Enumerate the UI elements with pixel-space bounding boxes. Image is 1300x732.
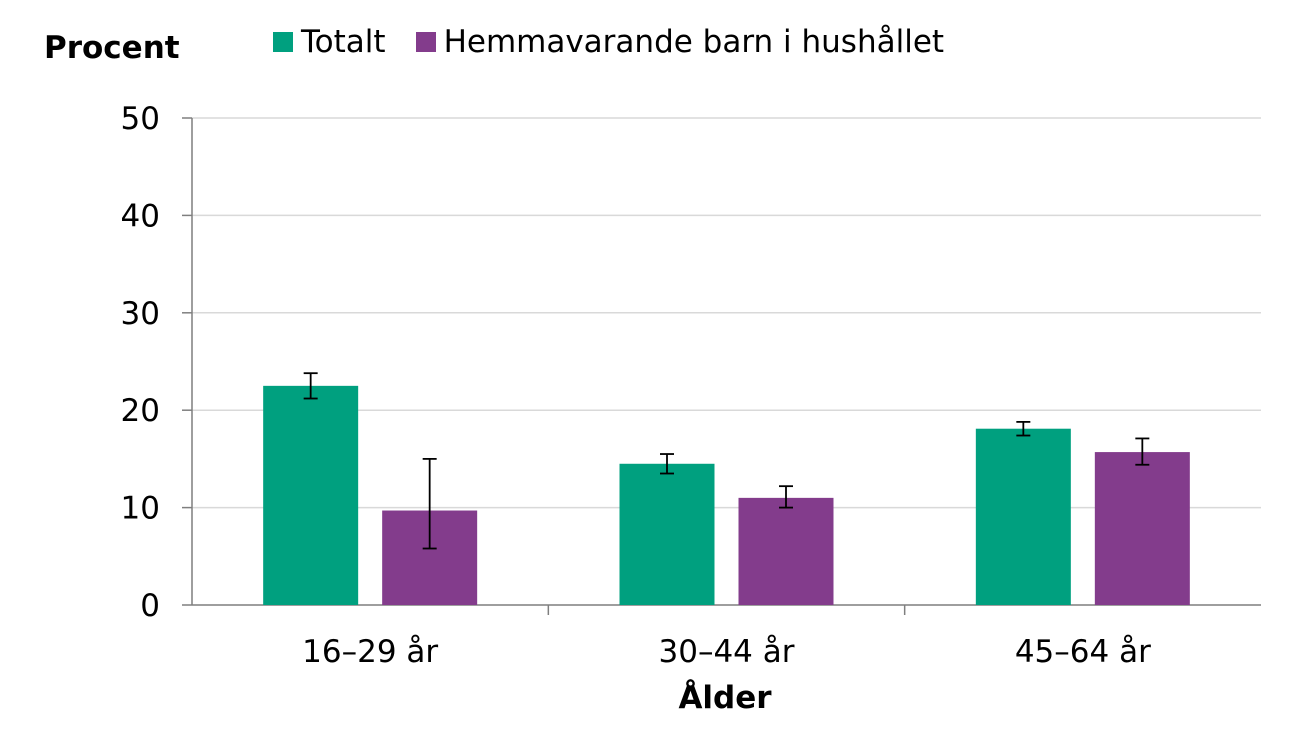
x-tick-label: 45–64 år (1015, 634, 1151, 670)
bar-totalt (263, 385, 359, 605)
y-tick-label: 10 (121, 491, 160, 527)
y-tick-label: 30 (121, 296, 160, 332)
y-axis-title: Procent (44, 30, 180, 66)
legend-swatch-hemmavarande (415, 32, 436, 52)
legend: Totalt Hemmavarande barn i hushållet (273, 24, 974, 60)
y-tick-label: 20 (121, 393, 160, 429)
y-tick-label: 0 (140, 588, 160, 624)
bar-hemmavarande (1094, 452, 1190, 605)
bar-totalt (975, 428, 1071, 605)
x-axis-title: Ålder (678, 680, 772, 716)
y-tick-label: 50 (121, 101, 160, 137)
legend-label-hemmavarande: Hemmavarande barn i hushållet (443, 24, 945, 60)
x-tick-label: 30–44 år (659, 634, 795, 670)
legend-item-totalt: Totalt (273, 24, 386, 60)
bar-hemmavarande (738, 497, 834, 605)
bar-totalt (619, 463, 715, 605)
legend-swatch-totalt (273, 32, 293, 52)
y-tick-label: 40 (121, 198, 160, 234)
legend-item-hemmavarande: Hemmavarande barn i hushållet (415, 24, 945, 60)
x-tick-label: 16–29 år (302, 634, 438, 670)
legend-label-totalt: Totalt (301, 24, 386, 60)
